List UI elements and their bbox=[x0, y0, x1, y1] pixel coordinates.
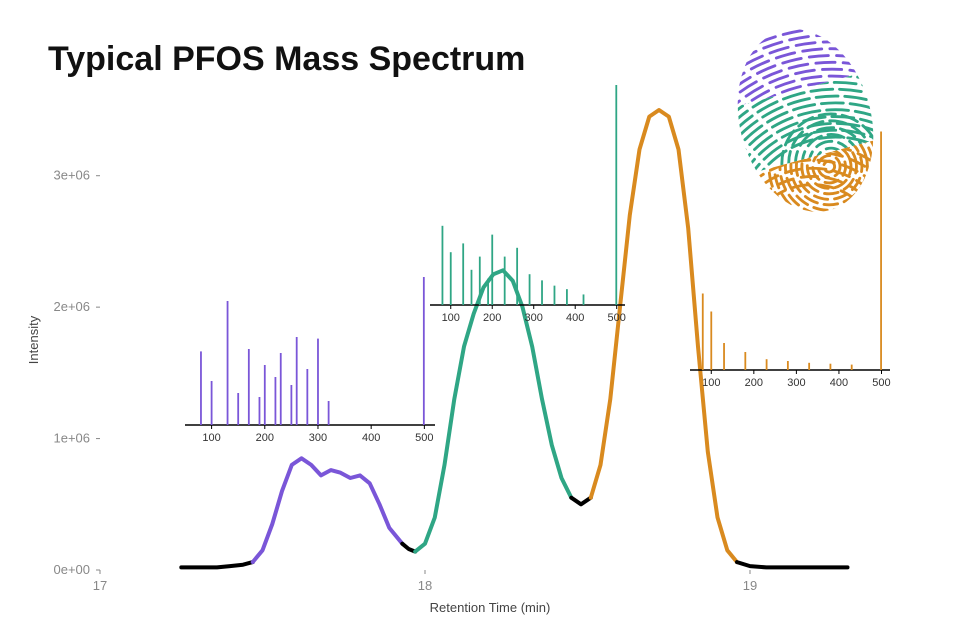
mini-xtick-label: 300 bbox=[787, 377, 805, 389]
x-tick-label: 17 bbox=[93, 578, 107, 593]
mini-xtick-label: 300 bbox=[309, 432, 327, 444]
chromatogram-segment bbox=[591, 110, 737, 562]
x-tick-label: 19 bbox=[743, 578, 757, 593]
mini-xtick-label: 400 bbox=[830, 377, 848, 389]
mini-xtick-label: 100 bbox=[202, 432, 220, 444]
y-tick-label: 3e+06 bbox=[53, 168, 90, 183]
mini-xtick-label: 400 bbox=[566, 312, 584, 324]
mini-xtick-label: 500 bbox=[608, 312, 626, 324]
mini-xtick-label: 100 bbox=[442, 312, 460, 324]
mini-xtick-label: 300 bbox=[525, 312, 543, 324]
x-axis-label: Retention Time (min) bbox=[430, 600, 551, 615]
chromatogram-segment bbox=[253, 458, 403, 562]
fingerprint-graphic bbox=[718, 18, 893, 223]
mini-xtick-label: 100 bbox=[702, 377, 720, 389]
chromatogram-segment bbox=[737, 562, 848, 567]
chromatogram-segment bbox=[181, 562, 252, 567]
mini-xtick-label: 200 bbox=[256, 432, 274, 444]
mini-xtick-label: 200 bbox=[745, 377, 763, 389]
mini-xtick-label: 200 bbox=[483, 312, 501, 324]
y-tick-label: 1e+06 bbox=[53, 431, 90, 446]
y-tick-label: 2e+06 bbox=[53, 299, 90, 314]
x-tick-label: 18 bbox=[418, 578, 432, 593]
mini-xtick-label: 400 bbox=[362, 432, 380, 444]
chromatogram-segment bbox=[402, 544, 415, 552]
mini-xtick-label: 500 bbox=[872, 377, 890, 389]
chromatogram-segment bbox=[571, 498, 591, 505]
y-tick-label: 0e+00 bbox=[53, 562, 90, 577]
y-axis-label: Intensity bbox=[26, 315, 41, 364]
mini-xtick-label: 500 bbox=[415, 432, 433, 444]
